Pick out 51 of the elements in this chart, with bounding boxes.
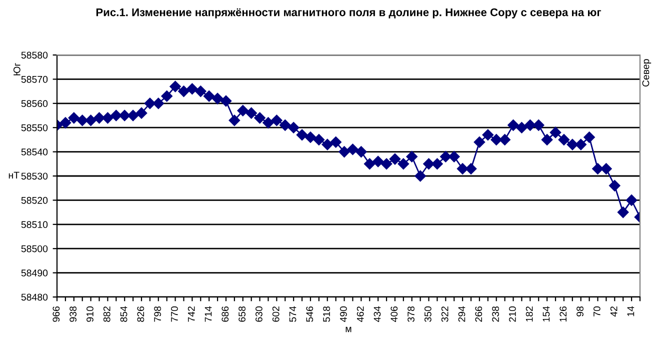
x-tick-label: 154 xyxy=(542,306,550,322)
y-tick-label: 58490 xyxy=(21,270,48,276)
x-tick-label: 826 xyxy=(137,306,144,322)
x-tick-label: 462 xyxy=(356,306,364,322)
x-tick-label: 238 xyxy=(492,306,499,322)
x-tick-label: 770 xyxy=(171,306,178,322)
text: Юг xyxy=(13,63,20,76)
y-tick-label: 58520 xyxy=(21,196,48,204)
x-tick-label: 518 xyxy=(323,306,330,322)
x-tick-label: 126 xyxy=(560,306,567,322)
x-tick-label: 714 xyxy=(204,306,212,322)
x-tick-label: 938 xyxy=(70,306,77,322)
x-tick-label: 406 xyxy=(390,306,398,322)
x-tick-label: 14 xyxy=(627,306,634,316)
y-tick-label: 58510 xyxy=(21,221,48,228)
x-tick-label: 658 xyxy=(238,306,246,322)
x-tick-label: 490 xyxy=(340,306,347,322)
x-tick-label: 546 xyxy=(306,306,314,322)
y-tick-label: 58560 xyxy=(21,100,48,108)
x-tick-label: 434 xyxy=(374,306,381,322)
x-tick-label: 210 xyxy=(508,306,516,322)
x-tick-label: 602 xyxy=(272,306,280,322)
x-tick-label: 322 xyxy=(441,306,448,322)
y-tick-label: 58540 xyxy=(21,148,48,156)
y-tick-label: 58570 xyxy=(21,76,48,83)
x-tick-label: 70 xyxy=(593,306,600,316)
x-tick-label: 266 xyxy=(475,306,482,322)
x-tick-label: 294 xyxy=(458,306,466,322)
y-tick-label: 58580 xyxy=(21,52,48,59)
x-tick-label: 854 xyxy=(120,306,128,322)
y-tick-label: 58480 xyxy=(21,294,48,301)
x-tick-label: 574 xyxy=(289,306,296,322)
x-axis-title: м xyxy=(346,326,352,332)
x-tick-label: 378 xyxy=(408,306,414,322)
x-tick-label: 798 xyxy=(154,306,161,322)
y-tick-label: 58550 xyxy=(21,124,48,132)
x-tick-label: 882 xyxy=(103,306,110,322)
chart-title: Рис.1. Изменение напряжённости магнитного поля в долине р. Нижнее Сору с севера на юг xyxy=(96,8,602,18)
text: Север xyxy=(642,59,652,87)
x-tick-label: 966 xyxy=(52,306,60,322)
y-tick-label: 58500 xyxy=(21,245,48,252)
x-tick-label: 98 xyxy=(576,306,584,316)
y-tick-label: 58530 xyxy=(21,172,48,180)
x-tick-label: 630 xyxy=(256,306,262,322)
x-tick-label: 910 xyxy=(86,306,94,322)
x-tick-label: 182 xyxy=(526,306,533,322)
x-tick-label: 42 xyxy=(610,306,618,317)
x-tick-label: 350 xyxy=(424,306,432,322)
x-tick-label: 686 xyxy=(222,306,229,322)
x-tick-label: 742 xyxy=(188,306,195,322)
y-axis-title: нТ xyxy=(8,172,20,179)
